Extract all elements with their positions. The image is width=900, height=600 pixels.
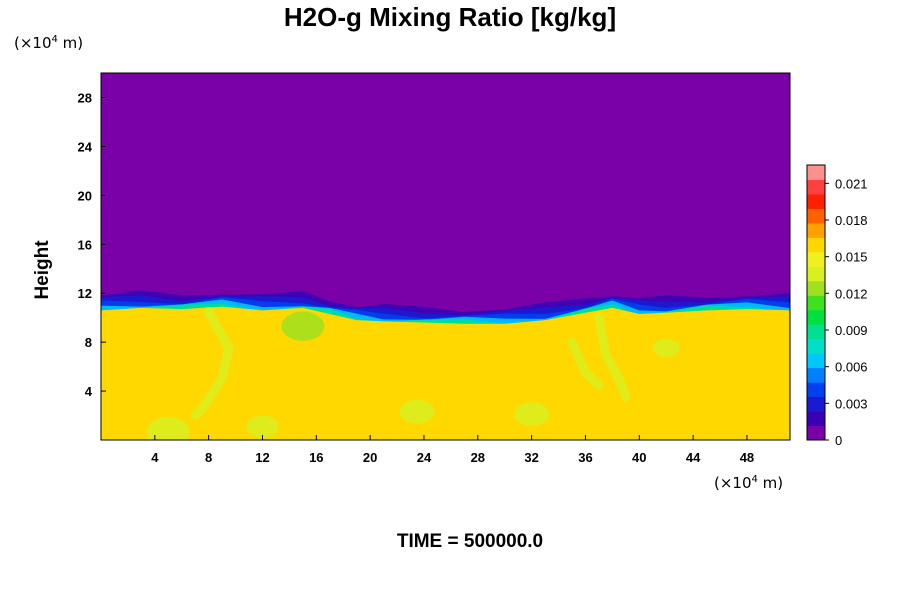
- x-tick-label: 24: [417, 450, 432, 465]
- colorbar-tick-label: 0.009: [835, 323, 868, 338]
- field-lower-region: [101, 306, 790, 440]
- colorbar-tick-label: 0.006: [835, 360, 868, 375]
- colorbar-tick-label: 0: [835, 433, 842, 448]
- field-plume: [567, 337, 604, 390]
- colorbar-segment: [807, 382, 825, 398]
- colorbar-segment: [807, 411, 825, 427]
- colorbar-segment: [807, 222, 825, 238]
- x-axis-ticks: 4 8 12 16 20 24 28 32 36 40 44 48: [151, 435, 754, 465]
- x-tick-label: 12: [255, 450, 269, 465]
- colorbar-segment: [807, 353, 825, 369]
- y-axis-ticks: 4 8 12 16 20 24 28: [78, 90, 106, 399]
- x-tick-label: 4: [151, 450, 159, 465]
- colorbar-border: [806, 164, 826, 441]
- field-blob: [246, 415, 279, 438]
- colorbar-segment: [807, 193, 825, 209]
- y-tick-label: 24: [78, 139, 93, 154]
- colorbar-segment: [807, 396, 825, 412]
- colorbar-segment: [807, 266, 825, 282]
- colorbar-tick-label: 0.003: [835, 396, 868, 411]
- colorbar-segment: [807, 367, 825, 383]
- x-tick-label: 32: [524, 450, 538, 465]
- field-blob: [146, 416, 190, 440]
- y-tick-label: 28: [78, 90, 92, 105]
- colorbar-tick-label: 0.015: [835, 250, 868, 265]
- field-blob: [514, 402, 550, 427]
- field-blob: [399, 399, 435, 424]
- plot-area: [101, 73, 790, 440]
- chart-title: H2O-g Mixing Ratio [kg/kg]: [283, 2, 617, 32]
- x-tick-label: 16: [309, 450, 323, 465]
- y-tick-label: 8: [85, 335, 92, 350]
- x-tick-label: 40: [632, 450, 646, 465]
- x-tick-label: 36: [578, 450, 592, 465]
- field-blob: [281, 311, 325, 341]
- colorbar-tick-label: 0.012: [835, 286, 868, 301]
- colorbar-segment: [807, 208, 825, 224]
- colorbar-segment: [807, 338, 825, 354]
- field-blob: [652, 339, 680, 358]
- y-tick-label: 4: [85, 384, 93, 399]
- colorbar-segment: [807, 179, 825, 195]
- colorbar-segment: [807, 251, 825, 267]
- x-tick-label: 20: [363, 450, 377, 465]
- x-tick-label: 28: [471, 450, 485, 465]
- plot-border: [100, 72, 791, 441]
- colorbar-segment: [807, 309, 825, 325]
- colorbar-segment: [807, 280, 825, 296]
- plot-frame: [100, 72, 791, 441]
- x-tick-label: 8: [205, 450, 212, 465]
- field-plume: [594, 313, 631, 402]
- x-tick-label: 48: [740, 450, 754, 465]
- colorbar-segment: [807, 237, 825, 253]
- y-tick-label: 12: [78, 286, 92, 301]
- x-axis-unit: (×104 m): [714, 474, 784, 492]
- colorbar-segment: [807, 165, 825, 180]
- colorbar-tick-label: 0.018: [835, 213, 868, 228]
- y-axis-unit: (×104 m): [14, 34, 84, 52]
- colorbar-segment: [807, 425, 825, 441]
- colorbar: 0 0.003 0.006 0.009 0.012 0.015 0.018 0.021: [806, 164, 868, 448]
- x-tick-label: 44: [686, 450, 701, 465]
- colorbar-segment: [807, 295, 825, 311]
- colorbar-segment: [807, 324, 825, 340]
- time-label: TIME = 500000.0: [396, 531, 544, 552]
- field-plume: [190, 307, 234, 421]
- y-tick-label: 16: [78, 237, 92, 252]
- colorbar-tick-label: 0.021: [835, 176, 868, 191]
- y-tick-label: 20: [78, 188, 92, 203]
